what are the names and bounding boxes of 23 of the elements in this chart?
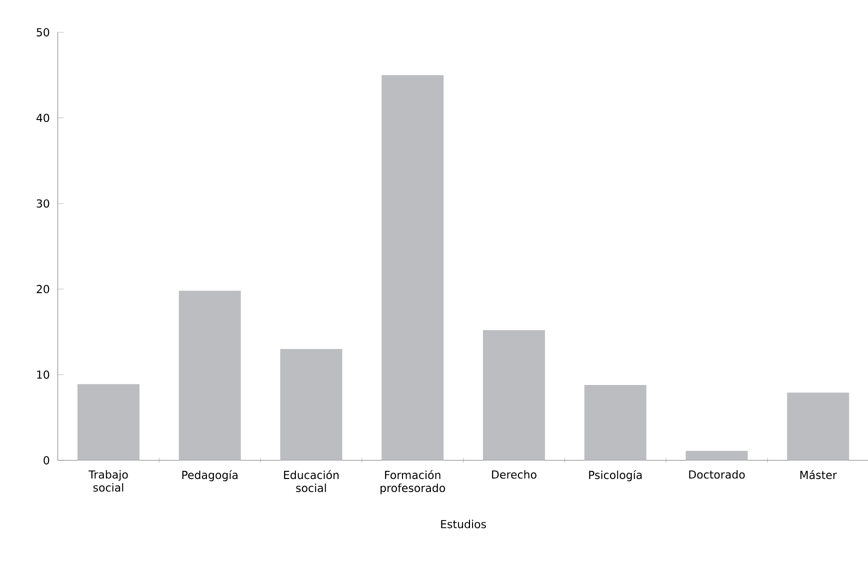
x-tick-label: Trabajo social xyxy=(88,470,128,492)
x-tick-label: Derecho xyxy=(492,470,536,479)
x-tick-label: Pedagogía xyxy=(182,470,238,482)
y-tick-label: 40 xyxy=(36,114,50,122)
y-tick-label: 0 xyxy=(44,456,50,464)
bar xyxy=(280,349,342,460)
bar xyxy=(584,384,646,460)
bar xyxy=(178,290,241,460)
y-tick-label: 50 xyxy=(36,28,50,36)
x-tick-label: Formación profesorado xyxy=(380,470,446,494)
x-tick-label: Educación social xyxy=(284,470,339,492)
y-tick-label: 20 xyxy=(36,284,50,294)
y-tick-label: 30 xyxy=(36,199,50,208)
x-tick-label: Doctorado xyxy=(689,470,745,479)
y-tick-label: 10 xyxy=(37,370,50,379)
bar xyxy=(482,330,545,460)
bar xyxy=(382,75,444,460)
x-axis-title: Estudios xyxy=(441,520,486,528)
x-tick-label: Psicología xyxy=(589,470,642,482)
x-tick-label: Máster xyxy=(800,470,837,480)
bar xyxy=(686,450,748,460)
bar xyxy=(787,392,850,460)
bar xyxy=(77,384,140,460)
